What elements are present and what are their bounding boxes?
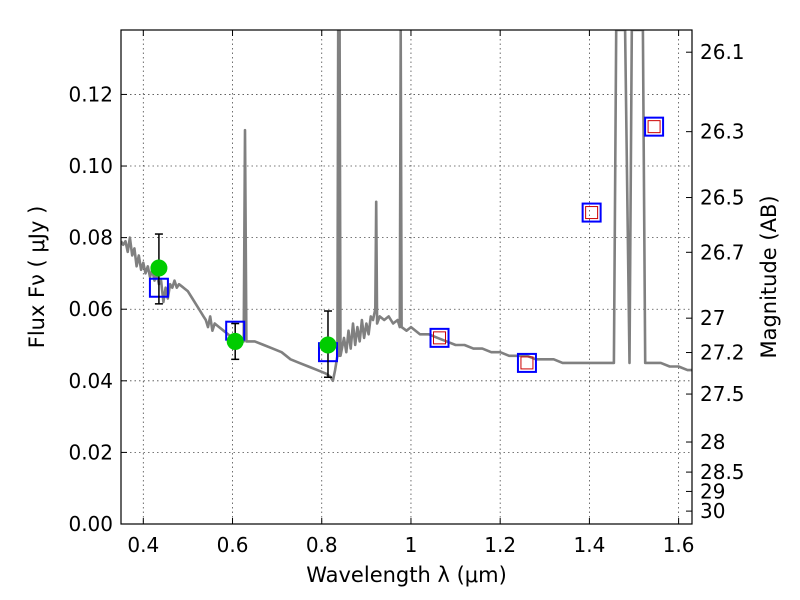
observed-photometry (150, 233, 337, 378)
x-tick-label: 1.4 (573, 533, 605, 557)
y2-tick-label: 28.5 (700, 460, 745, 484)
y2-tick-label: 26.3 (700, 120, 745, 144)
y2-tick-label: 27 (700, 306, 725, 330)
y-tick-label: 0.08 (68, 226, 113, 250)
model-point-inner (520, 356, 534, 370)
observed-point (319, 336, 337, 354)
model-point (644, 116, 665, 137)
y-tick-label: 0.00 (68, 512, 113, 536)
x-tick-label: 0.8 (306, 533, 338, 557)
model-spectrum (121, 30, 692, 383)
x-tick-label: 0.4 (127, 533, 159, 557)
y2-tick-label: 27.5 (700, 382, 745, 406)
model-point (516, 352, 537, 373)
y2-tick-label: 29 (700, 479, 725, 503)
y2-tick-label: 26.5 (700, 186, 745, 210)
y2-tick-label: 28 (700, 430, 725, 454)
secondary-y-axis-label: Magnitude (AB) (757, 195, 781, 358)
model-point (429, 327, 450, 348)
y-tick-label: 0.02 (68, 440, 113, 464)
model-photometry (148, 116, 665, 373)
observed-point (150, 259, 168, 277)
x-tick-label: 1 (405, 533, 418, 557)
y-tick-label: 0.12 (68, 82, 113, 106)
x-tick-label: 1.2 (484, 533, 516, 557)
model-point-inner (585, 206, 599, 220)
model-point-inner (433, 331, 447, 345)
y-tick-label: 0.10 (68, 154, 113, 178)
model-point (581, 202, 602, 223)
y-tick-label: 0.04 (68, 369, 113, 393)
y-axis: 0.00 0.02 0.04 0.06 0.08 0.10 0.12 (68, 82, 127, 536)
x-tick-label: 0.6 (217, 533, 249, 557)
x-tick-label: 1.6 (663, 533, 695, 557)
x-axis-label: Wavelength λ (μm) (306, 563, 507, 587)
y-axis-label: Flux Fν ( μJy ) (25, 206, 49, 349)
plot-area (121, 30, 692, 524)
y2-tick-label: 26.1 (700, 40, 745, 64)
model-point-inner (647, 120, 661, 134)
y2-tick-label: 26.7 (700, 240, 745, 264)
plot-frame (120, 29, 693, 525)
observed-point (226, 332, 244, 350)
y-tick-label: 0.06 (68, 297, 113, 321)
y2-tick-label: 30 (700, 499, 725, 523)
x-axis: 0.4 0.6 0.8 1 1.2 1.4 1.6 (127, 30, 695, 557)
spectrum-line (121, 30, 692, 383)
y2-tick-label: 27.2 (700, 341, 745, 365)
